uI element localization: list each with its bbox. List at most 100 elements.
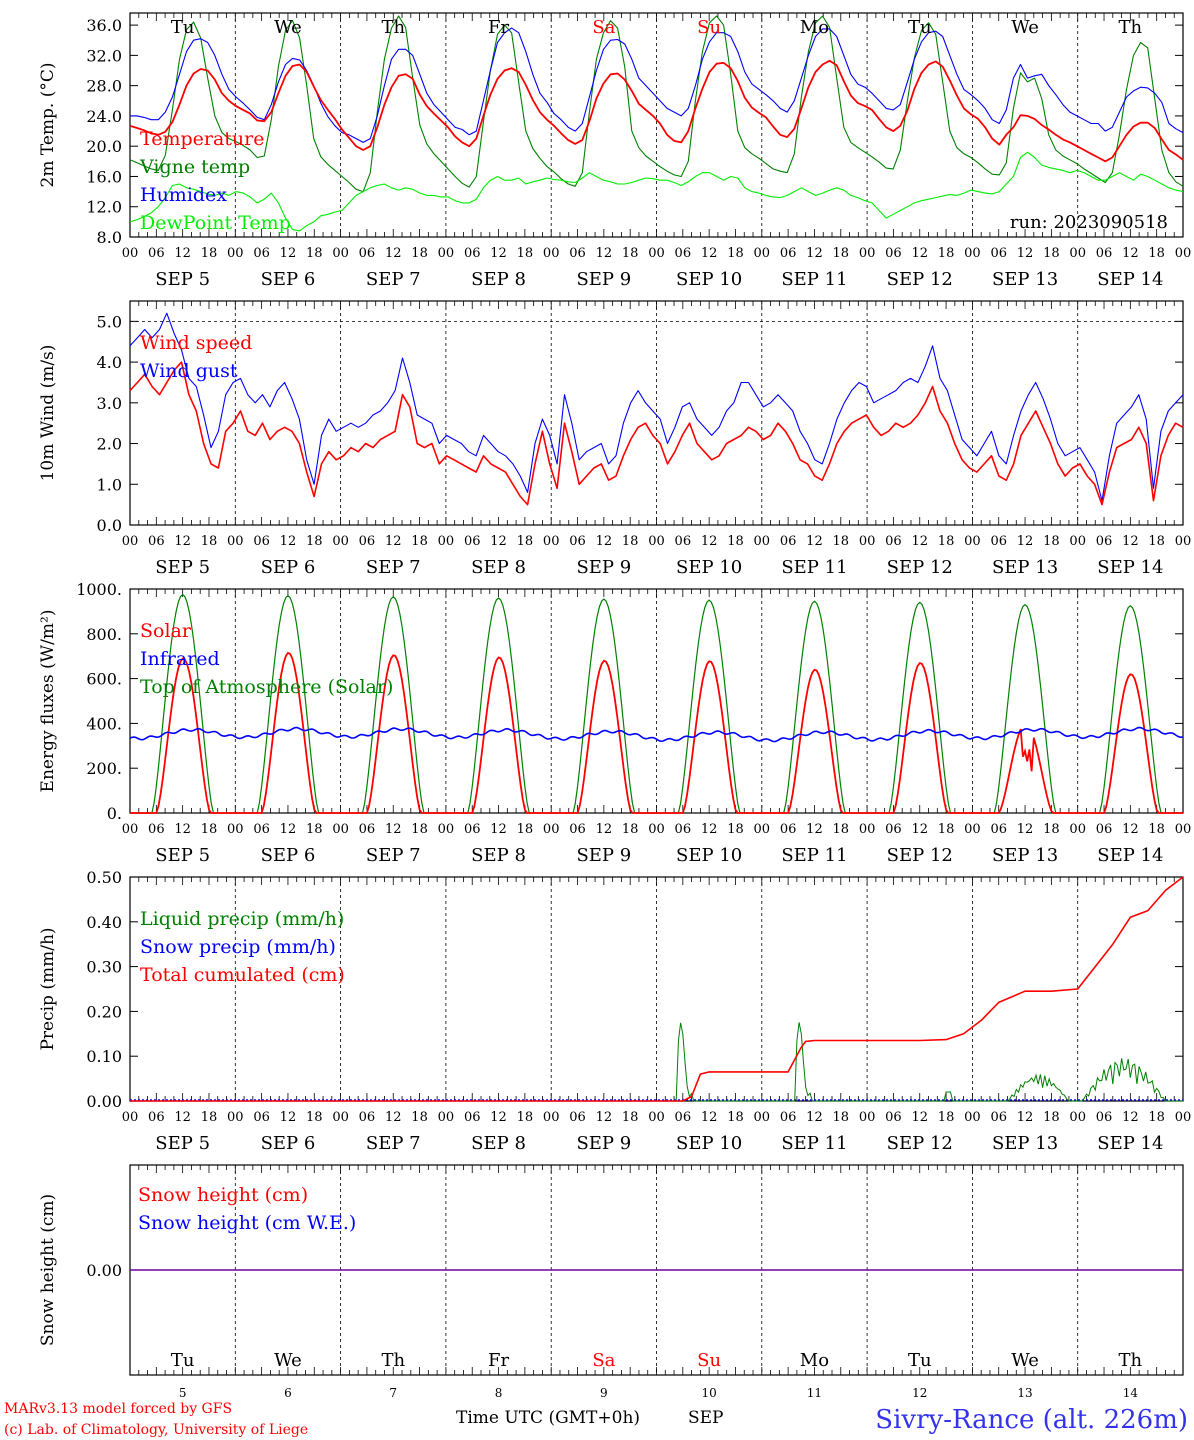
date-label: SEP 5 [155,557,210,578]
y-tick-label: 0.40 [86,913,122,932]
credit-lab: (c) Lab. of Climatology, University of L… [4,1422,308,1438]
date-label: SEP 9 [576,557,631,578]
hour-tick-label: 12 [490,246,507,261]
y-axis-label: Snow height (cm) [38,1194,58,1346]
hour-tick-label: 18 [411,1110,428,1125]
day-name: We [1011,1350,1039,1371]
hour-tick-label: 06 [464,246,481,261]
date-label: SEP 10 [676,1133,742,1154]
hour-tick-label: 12 [385,1110,402,1125]
hour-tick-label: 18 [727,822,744,837]
hour-tick-label: 06 [359,534,376,549]
y-tick-label: 0.10 [86,1047,122,1066]
legend-entry: DewPoint Temp [140,212,291,234]
hour-tick-label: 12 [174,246,191,261]
series-total-cumulated [130,876,1184,1102]
date-label: SEP 12 [887,1133,953,1154]
day-name: Th [381,1350,405,1371]
hour-tick-label: 18 [833,534,850,549]
hour-tick-label: 12 [701,1110,718,1125]
date-label: SEP 10 [676,845,742,866]
hour-tick-label: 00 [122,246,139,261]
hour-tick-label: 00 [964,822,981,837]
y-tick-label: 0.0 [97,516,122,535]
y-tick-label: 5.0 [97,312,122,331]
hour-tick-label: 18 [1043,822,1060,837]
hour-tick-label: 00 [754,534,771,549]
hour-tick-label: 00 [754,1110,771,1125]
hour-tick-label: 06 [148,1110,165,1125]
date-label: SEP 9 [576,845,631,866]
hour-tick-label: 12 [596,534,613,549]
hour-tick-label: 12 [1017,246,1034,261]
date-label: SEP 14 [1097,845,1163,866]
hour-tick-label: 12 [280,1110,297,1125]
hour-tick-label: 00 [754,822,771,837]
hour-tick-label: 00 [1069,1110,1086,1125]
x-axis-month: SEP [688,1408,724,1428]
day-number: 6 [284,1386,292,1400]
hour-tick-label: 18 [938,1110,955,1125]
day-name: Sa [592,1350,615,1371]
hour-tick-label: 06 [675,534,692,549]
y-tick-label: 1000. [76,580,122,599]
date-label: SEP 6 [261,557,316,578]
hour-tick-label: 18 [622,1110,639,1125]
date-label: SEP 8 [471,557,526,578]
y-tick-label: 0.00 [86,1261,122,1280]
hour-tick-label: 12 [911,1110,928,1125]
hour-tick-label: 12 [490,1110,507,1125]
y-tick-label: 16.0 [86,167,122,186]
hour-tick-label: 18 [833,822,850,837]
y-tick-label: 800. [86,625,122,644]
hour-tick-label: 00 [438,534,455,549]
legend-entry: Total cumulated (cm) [140,964,345,986]
y-axis-label: 2m Temp. (°C) [38,62,58,187]
day-name: We [1011,17,1039,38]
legend-entry: Snow height (cm) [138,1184,308,1206]
date-label: SEP 11 [781,1133,847,1154]
date-label: SEP 10 [676,557,742,578]
credit-model: MARv3.13 model forced by GFS [4,1401,232,1417]
panel-3: 0. 200. 400. 600. 800. 1000. Energy fluxes (W/… [38,580,1191,866]
hour-tick-label: 00 [227,534,244,549]
hour-tick-label: 12 [596,822,613,837]
legend-entry: Solar [140,620,192,642]
date-label: SEP 6 [261,1133,316,1154]
hour-tick-label: 06 [148,246,165,261]
series-wind-speed [129,361,1184,506]
y-tick-label: 4.0 [97,353,122,372]
hour-tick-label: 18 [1148,534,1165,549]
hour-tick-label: 00 [543,822,560,837]
hour-tick-label: 00 [964,534,981,549]
y-tick-label: 8.0 [97,228,122,247]
date-label: SEP 11 [781,557,847,578]
hour-tick-label: 06 [780,534,797,549]
date-label: SEP 6 [261,269,316,290]
hour-tick-label: 12 [596,246,613,261]
hour-tick-label: 00 [227,1110,244,1125]
hour-tick-label: 06 [253,822,270,837]
day-name: Tu [171,1350,195,1371]
hour-tick-label: 12 [1122,534,1139,549]
date-label: SEP 5 [155,269,210,290]
hour-tick-label: 00 [543,534,560,549]
hour-tick-label: 12 [385,534,402,549]
y-tick-label: 1.0 [97,475,122,494]
legend-entry: Temperature [140,128,264,150]
hour-tick-label: 00 [227,246,244,261]
legend-entry: Wind gust [140,360,238,382]
hour-tick-label: 00 [1069,534,1086,549]
hour-tick-label: 06 [1096,534,1113,549]
series-vigne-temp [129,15,1184,193]
hour-tick-label: 18 [201,534,218,549]
date-label: SEP 14 [1097,269,1163,290]
hour-tick-label: 00 [438,1110,455,1125]
date-label: SEP 7 [366,557,421,578]
date-label: SEP 8 [471,1133,526,1154]
y-tick-label: 24.0 [86,107,122,126]
hour-tick-label: 00 [1175,534,1192,549]
y-tick-label: 0.20 [86,1002,122,1021]
y-tick-label: 400. [86,714,122,733]
y-tick-label: 36.0 [86,16,122,35]
